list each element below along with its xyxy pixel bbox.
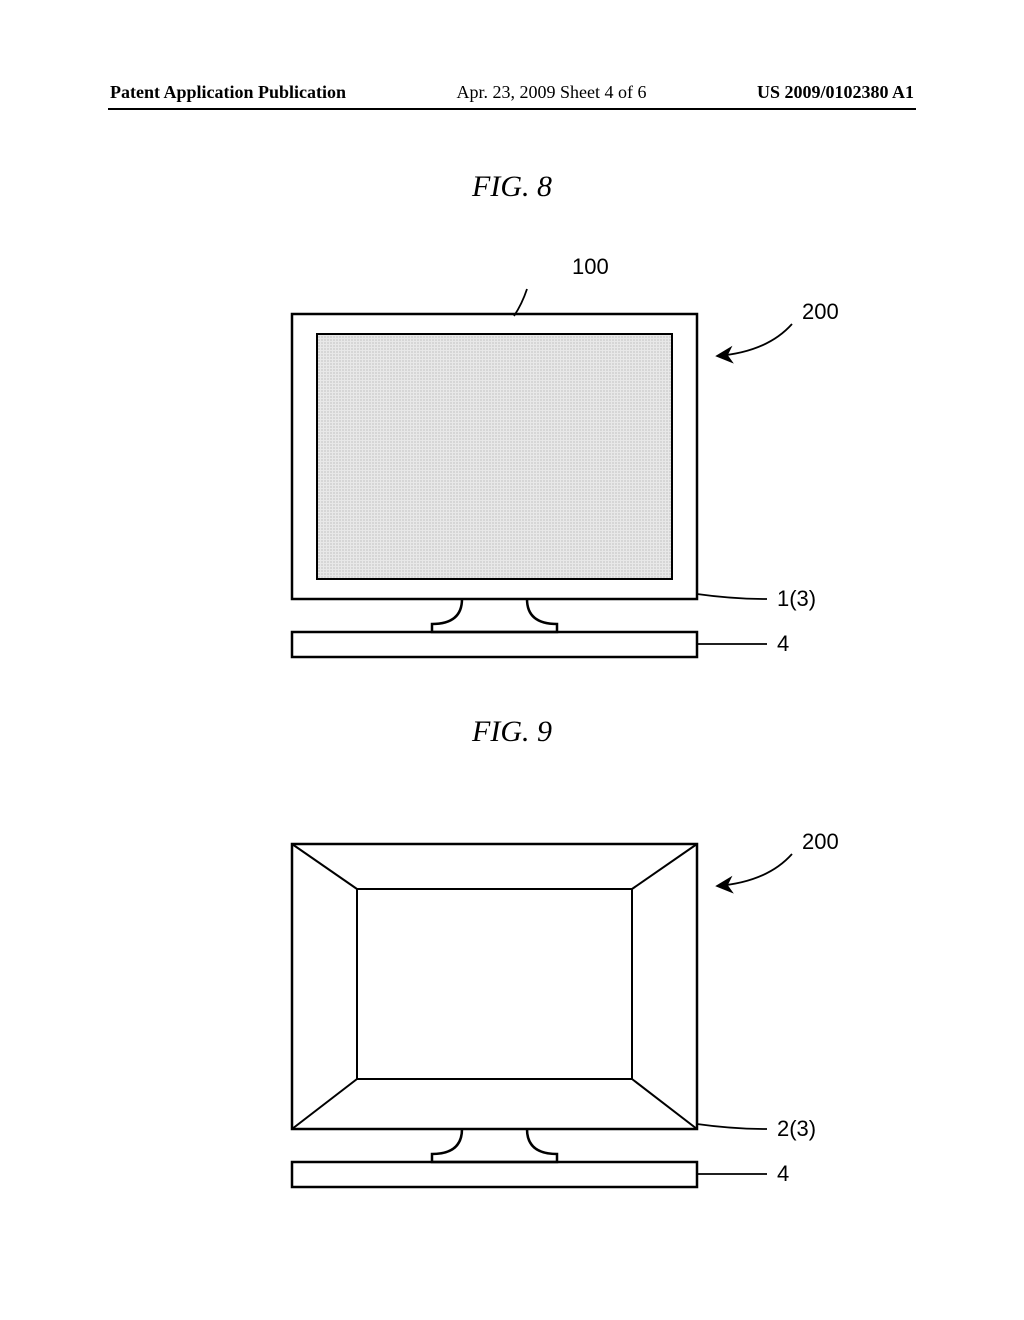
page-header: Patent Application Publication Apr. 23, … bbox=[0, 82, 1024, 103]
figure-9-title: FIG. 9 bbox=[0, 715, 1024, 749]
fig9-label-base: 4 bbox=[777, 1161, 789, 1186]
fig8-lead-100 bbox=[514, 289, 527, 316]
figure-9-drawing: 200 2(3) 4 bbox=[162, 749, 862, 1219]
fig8-label-body: 1(3) bbox=[777, 586, 816, 611]
fig9-label-200: 200 bbox=[802, 829, 839, 854]
fig8-arrow-200 bbox=[717, 324, 792, 356]
fig9-arrow-200 bbox=[717, 854, 792, 886]
figure-8-title: FIG. 8 bbox=[0, 170, 1024, 204]
fig8-lead-body bbox=[697, 594, 767, 599]
fig9-inner-panel bbox=[357, 889, 632, 1079]
header-left: Patent Application Publication bbox=[110, 82, 346, 103]
fig8-screen bbox=[317, 334, 672, 579]
header-divider bbox=[108, 108, 916, 110]
fig9-base bbox=[292, 1162, 697, 1187]
fig8-label-base: 4 bbox=[777, 631, 789, 656]
header-center: Apr. 23, 2009 Sheet 4 of 6 bbox=[457, 82, 647, 103]
fig9-diag-bl bbox=[292, 1079, 357, 1129]
fig9-diag-br bbox=[632, 1079, 697, 1129]
fig8-base bbox=[292, 632, 697, 657]
fig9-lead-body bbox=[697, 1124, 767, 1129]
header-right: US 2009/0102380 A1 bbox=[757, 82, 914, 103]
fig8-label-200: 200 bbox=[802, 299, 839, 324]
fig8-stand bbox=[432, 599, 557, 632]
figure-9-section: FIG. 9 200 2(3) 4 bbox=[0, 715, 1024, 1219]
figure-8-drawing: 100 200 1(3) 4 bbox=[162, 204, 862, 664]
fig9-diag-tr bbox=[632, 844, 697, 889]
fig8-label-100: 100 bbox=[572, 254, 609, 279]
fig9-diag-tl bbox=[292, 844, 357, 889]
fig9-label-body: 2(3) bbox=[777, 1116, 816, 1141]
fig9-stand bbox=[432, 1129, 557, 1162]
figure-8-section: FIG. 8 100 200 1(3) 4 bbox=[0, 170, 1024, 664]
